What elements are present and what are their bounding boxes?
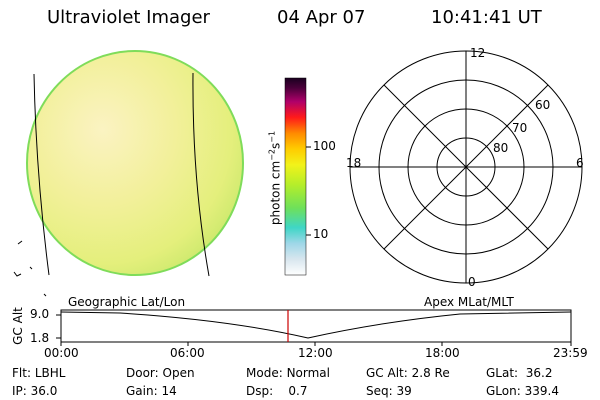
orbit-altitude-curve [60, 311, 572, 339]
filter-readout: Flt: LBHL [12, 366, 66, 380]
colorbar-tick-label-10: 10 [313, 227, 329, 241]
polar-grid [349, 50, 583, 284]
terminator-line-left [33, 73, 50, 276]
door-readout: Door: Open [126, 366, 195, 380]
seq-readout: Seq: 39 [366, 384, 412, 398]
mlt-label-6: 6 [576, 156, 584, 170]
mlt-label-12: 12 [470, 46, 486, 60]
color-scale-bar [284, 77, 307, 276]
orbit-time-tick-2: 12:00 [298, 346, 333, 360]
terminator-line-right [192, 72, 210, 277]
window-title: Ultraviolet Imager [47, 7, 210, 28]
orbit-xticks [60, 342, 572, 346]
orbit-left-label: Geographic Lat/Lon [68, 295, 186, 309]
orbit-y-label-high: 9.0 [30, 307, 50, 321]
orbit-y-label-low: 1.8 [30, 331, 50, 345]
orbit-plot-frame [60, 309, 572, 343]
orbit-time-tick-3: 18:00 [425, 346, 460, 360]
orbit-axis-title: GC Alt [11, 307, 25, 345]
date-readout: 04 Apr 07 [277, 7, 366, 28]
colorbar-unit-label: photon cm−2s−1 [267, 130, 283, 226]
coastline-fragments [13, 240, 47, 297]
glon-readout: GLon: 339.4 [486, 384, 559, 398]
orbit-time-tick-0: 00:00 [44, 346, 79, 360]
gc-alt-readout: GC Alt: 2.8 Re [366, 366, 450, 380]
mlat-label-80: 80 [493, 141, 509, 155]
orbit-time-tick-4: 23:59 [553, 346, 588, 360]
mlat-label-60: 60 [535, 98, 551, 112]
orbit-time-tick-1: 06:00 [170, 346, 205, 360]
mlat-label-70: 70 [512, 121, 528, 135]
glat-readout: GLat: 36.2 [486, 366, 553, 380]
orbit-right-label: Apex MLat/MLT [424, 295, 514, 309]
ip-readout: IP: 36.0 [12, 384, 58, 398]
mode-readout: Mode: Normal [246, 366, 330, 380]
time-readout: 10:41:41 UT [431, 7, 542, 28]
mlt-label-18: 18 [346, 156, 362, 170]
gain-readout: Gain: 14 [126, 384, 177, 398]
earth-disk-image [26, 50, 244, 276]
mlt-label-0: 0 [468, 275, 476, 289]
colorbar-tick-label-100: 100 [313, 139, 336, 153]
dsp-readout: Dsp: 0.7 [246, 384, 308, 398]
